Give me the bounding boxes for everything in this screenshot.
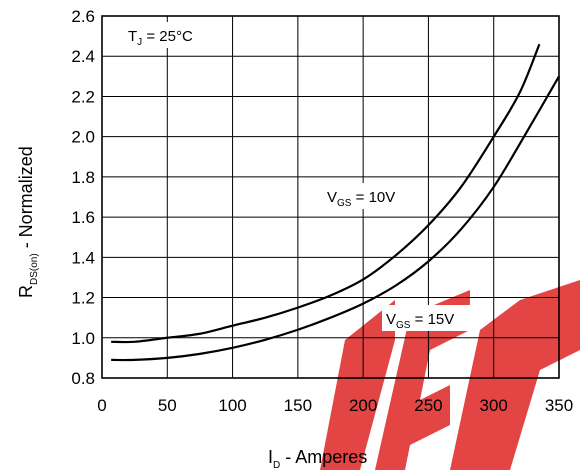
x-tick-label: 250 xyxy=(414,396,442,415)
y-tick-label: 1.2 xyxy=(71,289,95,308)
watermark-shape xyxy=(320,300,395,470)
y-tick-label: 0.8 xyxy=(71,369,95,388)
series-label-10v: VGS = 10V xyxy=(327,189,395,209)
curves xyxy=(111,43,560,362)
y-tick-label: 1.6 xyxy=(71,208,95,227)
x-axis-label: ID - Amperes xyxy=(268,447,367,471)
temp-annotation-bg xyxy=(124,22,214,48)
x-tick-label: 50 xyxy=(158,396,177,415)
x-tick-label: 350 xyxy=(545,396,573,415)
plot-frame xyxy=(101,15,560,379)
y-tick-label: 1.0 xyxy=(71,329,95,348)
series-line-vgs-15v xyxy=(111,75,560,362)
x-tick-labels: 0 50 100 150 200 250 300 350 xyxy=(97,396,573,415)
x-tick-label: 300 xyxy=(480,396,508,415)
y-tick-label: 2.4 xyxy=(71,47,95,66)
x-tick-label: 100 xyxy=(218,396,246,415)
x-tick-label: 0 xyxy=(97,396,106,415)
series-line-vgs-10v xyxy=(111,43,541,344)
watermark-shape xyxy=(375,290,470,470)
y-tick-label: 2.6 xyxy=(71,7,95,26)
y-tick-label: 1.4 xyxy=(71,248,95,267)
y-axis-label: RDS(on) - Normalized xyxy=(16,146,40,298)
watermark-logo xyxy=(320,280,580,470)
series-label-bg-10v xyxy=(323,183,415,209)
x-tick-label: 200 xyxy=(349,396,377,415)
y-tick-label: 2.0 xyxy=(71,128,95,147)
y-tick-labels: 0.8 1.0 1.2 1.4 1.6 1.8 2.0 2.2 2.4 2.6 xyxy=(71,7,95,388)
y-tick-label: 2.2 xyxy=(71,87,95,106)
y-tick-label: 1.8 xyxy=(71,168,95,187)
series-label-15v: VGS = 15V xyxy=(386,311,454,331)
x-tick-label: 150 xyxy=(284,396,312,415)
series-label-bg-15v xyxy=(382,305,474,331)
watermark-shape xyxy=(450,280,580,470)
temp-annotation: TJ = 25°C xyxy=(128,28,193,48)
